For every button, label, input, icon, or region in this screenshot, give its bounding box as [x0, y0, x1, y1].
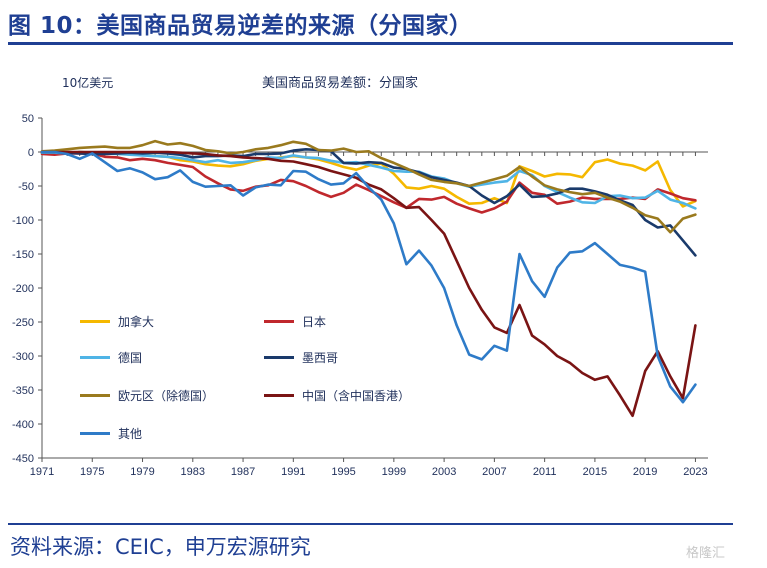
x-tick-label: 1975 — [80, 466, 104, 478]
legend-label: 欧元区（除德国） — [118, 388, 215, 403]
y-tick-label: -50 — [18, 181, 34, 193]
legend-swatch — [80, 393, 110, 397]
y-tick-label: -100 — [12, 215, 34, 227]
x-tick-label: 2007 — [482, 466, 506, 478]
legend-label: 其他 — [118, 426, 143, 441]
legend-item: 日本 — [264, 313, 326, 329]
x-tick-label: 1971 — [30, 466, 54, 478]
x-tick-label: 1987 — [231, 466, 255, 478]
legend-item: 德国 — [80, 349, 142, 365]
x-tick-label: 2015 — [583, 466, 607, 478]
series-line-2 — [40, 150, 697, 210]
chart-title: 美国商品贸易差额：分国家 — [262, 76, 419, 91]
y-tick-label: -350 — [12, 385, 34, 397]
x-tick-label: 1983 — [181, 466, 205, 478]
y-tick-label: -450 — [12, 453, 34, 465]
legend-swatch — [80, 431, 110, 435]
legend-label: 加拿大 — [118, 314, 155, 329]
legend-swatch — [80, 319, 110, 323]
legend-swatch — [264, 355, 294, 359]
legend-swatch — [80, 355, 110, 359]
legend-item: 中国（含中国香港） — [264, 387, 410, 403]
y-tick-label: 0 — [28, 147, 34, 159]
y-tick-label: -400 — [12, 419, 34, 431]
series-line-1 — [40, 152, 697, 214]
x-tick-label: 2011 — [533, 466, 557, 478]
x-tick-label: 2019 — [633, 466, 657, 478]
legend-label: 日本 — [302, 314, 327, 329]
series-line-6 — [40, 150, 697, 404]
y-tick-label: -250 — [12, 317, 34, 329]
y-tick-label: 50 — [22, 113, 34, 125]
y-tick-label: -150 — [12, 249, 34, 261]
legend-item: 加拿大 — [80, 313, 154, 329]
x-tick-label: 2023 — [683, 466, 707, 478]
source-note: 资料来源：CEIC，申万宏源研究 — [10, 535, 311, 559]
y-tick-label: -300 — [12, 351, 34, 363]
legend-label: 中国（含中国香港） — [302, 388, 411, 403]
legend-item: 其他 — [80, 425, 142, 441]
series-line-4 — [40, 139, 697, 234]
x-tick-label: 2003 — [432, 466, 456, 478]
legend-label: 墨西哥 — [302, 350, 339, 365]
axes: 500-50-100-150-200-250-300-350-400-45019… — [12, 113, 708, 478]
x-tick-label: 1995 — [331, 466, 355, 478]
x-tick-label: 1999 — [382, 466, 406, 478]
title-rule — [8, 42, 733, 45]
line-chart: 500-50-100-150-200-250-300-350-400-45019… — [12, 113, 708, 478]
legend-item: 墨西哥 — [264, 349, 338, 365]
watermark: 格隆汇 — [686, 546, 726, 561]
y-unit-label: 10亿美元 — [62, 76, 114, 90]
legend-swatch — [264, 319, 294, 323]
series-line-5 — [40, 150, 697, 418]
footer-rule — [8, 523, 733, 525]
series-lines — [40, 139, 697, 418]
legend-swatch — [264, 393, 294, 397]
legend-label: 德国 — [118, 350, 143, 365]
x-tick-label: 1979 — [130, 466, 154, 478]
legend-item: 欧元区（除德国） — [80, 387, 214, 403]
figure-title: 图 10：美国商品贸易逆差的来源（分国家） — [8, 13, 473, 39]
x-tick-label: 1991 — [281, 466, 305, 478]
y-tick-label: -200 — [12, 283, 34, 295]
